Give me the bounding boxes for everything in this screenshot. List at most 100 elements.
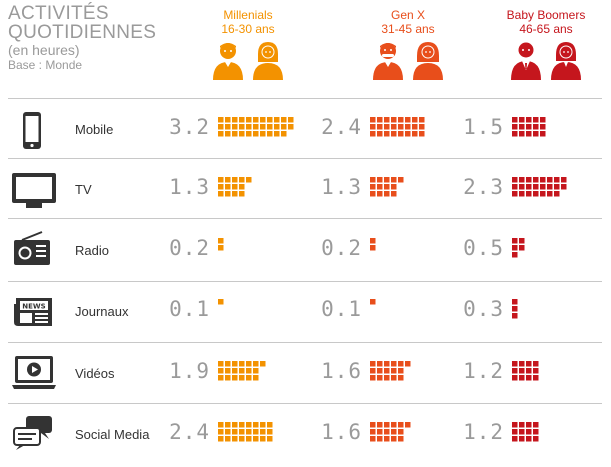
bar-unit-square — [533, 429, 539, 435]
video-player-icon — [12, 356, 56, 389]
bar-unit-square — [512, 252, 518, 258]
bar-unit-square — [218, 299, 224, 305]
value-label: 1.3 — [321, 175, 362, 199]
title-line-2: QUOTIDIENNES — [8, 22, 157, 43]
generation-header-millenials: Millenials 16-30 ans — [178, 8, 318, 80]
bar-unit-square — [526, 361, 532, 367]
value-label: 0.5 — [463, 236, 504, 260]
bar-unit-square — [239, 117, 245, 123]
bar-unit-square — [398, 422, 404, 428]
bar-unit-square — [370, 191, 376, 197]
people-icon — [178, 40, 318, 80]
bar-unit-square — [512, 368, 518, 374]
bar-unit-square — [225, 429, 231, 435]
category-label-radio: Radio — [75, 243, 109, 258]
bar-unit-square — [246, 131, 252, 137]
bar-unit-square — [554, 177, 560, 183]
bar-unit-square — [384, 361, 390, 367]
bar-unit-square — [218, 368, 224, 374]
bar-unit-square — [232, 177, 238, 183]
tv-icon — [12, 173, 56, 208]
bar-unit-square — [398, 368, 404, 374]
bar-unit-square — [391, 124, 397, 130]
bar-unit-square — [526, 368, 532, 374]
radio-icon — [14, 231, 50, 265]
bar-unit-square — [370, 429, 376, 435]
value-label: 2.3 — [463, 175, 504, 199]
bar-unit-square — [281, 124, 287, 130]
bar-unit-square — [512, 131, 518, 137]
bar-unit-square — [533, 177, 539, 183]
row-divider — [8, 158, 602, 159]
bar-unit-square — [540, 177, 546, 183]
bar-unit-square — [391, 361, 397, 367]
bar-unit-square — [377, 368, 383, 374]
bar-unit-square — [218, 375, 224, 381]
value-label: 1.2 — [463, 420, 504, 444]
bar-unit-square — [512, 117, 518, 123]
bar-unit-square — [526, 191, 532, 197]
bar-unit-square — [533, 117, 539, 123]
bar-unit-square — [519, 245, 525, 251]
bar-unit-square — [512, 375, 518, 381]
generation-header-baby-boomers: Baby Boomers 46-65 ans — [476, 8, 611, 80]
bar-unit-square — [512, 361, 518, 367]
bar-unit-square — [267, 422, 273, 428]
people-icon — [338, 40, 478, 80]
bar-unit-square — [384, 368, 390, 374]
bar-unit-square — [253, 124, 259, 130]
value-label: 0.1 — [169, 297, 210, 321]
bar-unit-square — [232, 184, 238, 190]
bar-unit-square — [405, 117, 411, 123]
bar-unit-square — [225, 184, 231, 190]
bar-unit-square — [377, 429, 383, 435]
bar-unit-square — [225, 375, 231, 381]
woman-icon — [253, 42, 283, 80]
generation-header-gen-x: Gen X 31-45 ans — [338, 8, 478, 80]
bar-unit-square — [412, 117, 418, 123]
bar-unit-square — [526, 131, 532, 137]
bar-unit-square — [260, 436, 266, 442]
bar-unit-square — [246, 436, 252, 442]
category-label-journaux: Journaux — [75, 304, 129, 319]
bar-unit-square — [405, 361, 411, 367]
bar-unit-square — [384, 375, 390, 381]
bar-unit-square — [384, 184, 390, 190]
bar-unit-square — [232, 131, 238, 137]
bar-unit-square — [370, 238, 376, 244]
bar-unit-square — [246, 422, 252, 428]
bar-unit-square — [253, 422, 259, 428]
bar-unit-square — [239, 429, 245, 435]
bar-unit-square — [512, 306, 518, 312]
value-label: 0.2 — [321, 236, 362, 260]
bar-unit-square — [246, 361, 252, 367]
bar-unit-square — [281, 117, 287, 123]
bar-unit-square — [246, 368, 252, 374]
bar-unit-square — [405, 422, 411, 428]
bar-unit-square — [398, 131, 404, 137]
bar-unit-square — [225, 191, 231, 197]
bar-unit-square — [384, 422, 390, 428]
bar-unit-square — [239, 422, 245, 428]
bar-unit-square — [512, 313, 518, 319]
bar-unit-square — [519, 422, 525, 428]
newspaper-icon: NEWS — [14, 298, 52, 326]
bar-unit-square — [384, 191, 390, 197]
bar-unit-square — [512, 184, 518, 190]
bar-unit-square — [540, 191, 546, 197]
bar-unit-square — [419, 131, 425, 137]
bar-unit-square — [232, 124, 238, 130]
subtitle: (en heures) — [8, 42, 80, 58]
bar-unit-square — [267, 429, 273, 435]
bar-unit-square — [391, 436, 397, 442]
svg-text:NEWS: NEWS — [22, 303, 45, 311]
bar-unit-square — [561, 177, 567, 183]
value-label: 2.4 — [321, 115, 362, 139]
bar-unit-square — [232, 436, 238, 442]
bar-unit-square — [232, 429, 238, 435]
value-label: 1.6 — [321, 359, 362, 383]
category-label-social-media: Social Media — [75, 427, 150, 442]
bar-unit-square — [239, 368, 245, 374]
bar-unit-square — [512, 299, 518, 305]
